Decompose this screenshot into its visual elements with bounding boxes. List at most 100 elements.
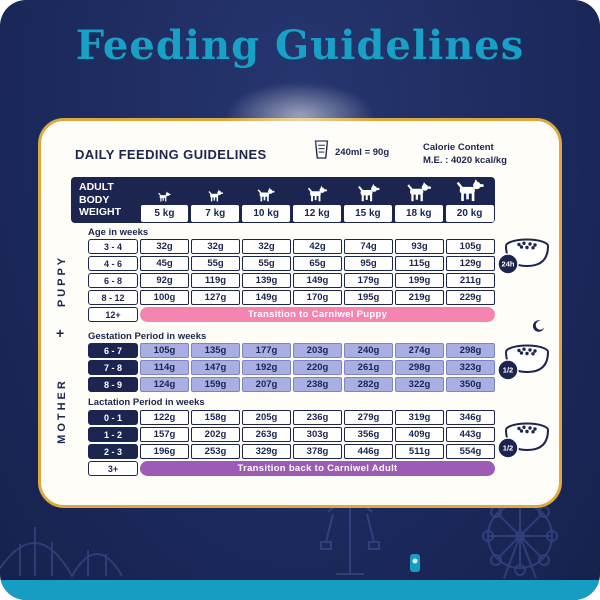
data-cell: 196g [140,444,189,459]
dog-silhouette-icon [342,177,393,203]
puppy-table: 3 - 4 32g 32g 32g 42g 74g 93g 105g 4 - 6 45g 55g 55… [88,239,495,322]
data-cell: 135g [191,343,240,358]
data-cell: 158g [191,410,240,425]
table-row: 2 - 3 196g 253g 329g 378g 446g 511g 554g [88,444,495,459]
weight-column: 5 kg [139,177,190,223]
data-cell: 378g [293,444,342,459]
data-cell: 127g [191,290,240,305]
gestation-subheading: Gestation Period in weeks [88,331,207,342]
food-bowl-half-icon: 1/2 [496,337,554,383]
dog-silhouette-icon [292,177,343,203]
row-label: 1 - 2 [88,427,138,442]
weight-column: 12 kg [292,177,343,223]
weight-cell: 12 kg [293,204,341,222]
weight-cell: 18 kg [394,204,443,222]
data-cell: 114g [140,360,189,375]
page-title: Feeding Guidelines [75,22,525,69]
data-cell: 159g [191,377,240,392]
row-label: 6 - 8 [88,273,138,288]
table-row: 0 - 1 122g 158g 205g 236g 279g 319g 346g [88,410,495,425]
moon-icon [532,320,545,333]
data-cell: 229g [446,290,495,305]
weight-column: 10 kg [241,177,292,223]
data-cell: 199g [395,273,444,288]
weight-column: 18 kg [393,177,444,223]
data-cell: 329g [242,444,291,459]
transition-bar: Transition to Carniwel Puppy [140,307,495,322]
dog-silhouette-icon [393,177,444,203]
data-cell: 65g [293,256,342,271]
card-heading: DAILY FEEDING GUIDELINES [75,147,267,162]
food-bowl-half-icon: 1/2 [496,415,554,461]
weight-header-bar: Adult Body Weight 5 kg 7 kg 10 kg 12 kg 15 k… [71,177,495,223]
data-cell: 170g [293,290,342,305]
data-cell: 55g [191,256,240,271]
data-cell: 346g [446,410,495,425]
data-cell: 219g [395,290,444,305]
table-row: 6 - 7 105g 135g 177g 203g 240g 274g 298g [88,343,495,358]
dog-silhouette-icon [190,177,241,203]
data-cell: 93g [395,239,444,254]
data-cell: 207g [242,377,291,392]
data-cell: 409g [395,427,444,442]
data-cell: 298g [446,343,495,358]
data-cell: 319g [395,410,444,425]
svg-text:1/2: 1/2 [503,366,513,375]
gestation-table: 6 - 7 105g 135g 177g 203g 240g 274g 298g 7 - 8 11… [88,343,495,392]
data-cell: 261g [344,360,393,375]
data-cell: 211g [446,273,495,288]
data-cell: 236g [293,410,342,425]
data-cell: 139g [242,273,291,288]
weight-cell: 5 kg [140,204,189,222]
weight-cell: 7 kg [191,204,240,222]
data-cell: 322g [395,377,444,392]
data-cell: 195g [344,290,393,305]
table-row: 8 - 9 124g 159g 207g 238g 282g 322g 350g [88,377,495,392]
data-cell: 122g [140,410,189,425]
data-cell: 129g [446,256,495,271]
data-cell: 443g [446,427,495,442]
data-cell: 282g [344,377,393,392]
weight-cell: 10 kg [242,204,291,222]
row-label: 4 - 6 [88,256,138,271]
data-cell: 298g [395,360,444,375]
data-cell: 42g [293,239,342,254]
data-cell: 303g [293,427,342,442]
data-cell: 105g [446,239,495,254]
measuring-cup-icon [313,139,330,165]
data-cell: 124g [140,377,189,392]
data-cell: 177g [242,343,291,358]
lantern-icon [410,554,420,572]
roller-coaster-icon [0,527,123,579]
data-cell: 202g [191,427,240,442]
calorie-value: M.E. : 4020 kcal/kg [423,154,507,166]
row-label: 8 - 12 [88,290,138,305]
data-cell: 350g [446,377,495,392]
weight-cell: 20 kg [445,204,494,222]
lactation-table: 0 - 1 122g 158g 205g 236g 279g 319g 346g 1 - 2 15… [88,410,495,476]
svg-text:1/2: 1/2 [503,444,513,453]
data-cell: 205g [242,410,291,425]
row-label: 6 - 7 [88,343,138,358]
data-cell: 203g [293,343,342,358]
data-cell: 554g [446,444,495,459]
weight-header-label: Adult Body Weight [79,181,121,219]
data-cell: 263g [242,427,291,442]
row-label: 7 - 8 [88,360,138,375]
data-cell: 74g [344,239,393,254]
row-label: 12+ [88,307,138,322]
data-cell: 115g [395,256,444,271]
table-row: 12+ Transition to Carniwel Puppy [88,307,495,322]
data-cell: 32g [191,239,240,254]
weight-cell: 15 kg [343,204,392,222]
table-row: 6 - 8 92g 119g 139g 149g 179g 199g 211g [88,273,495,288]
dog-silhouette-icon [444,177,495,203]
weight-columns: 5 kg 7 kg 10 kg 12 kg 15 kg 18 kg 20 kg [139,177,495,223]
data-cell: 105g [140,343,189,358]
ferris-wheel-icon [482,496,558,579]
data-cell: 45g [140,256,189,271]
measure-note-group: 240ml = 90g [313,139,389,165]
row-label: 3 - 4 [88,239,138,254]
transition-bar: Transition back to Carniwel Adult [140,461,495,476]
